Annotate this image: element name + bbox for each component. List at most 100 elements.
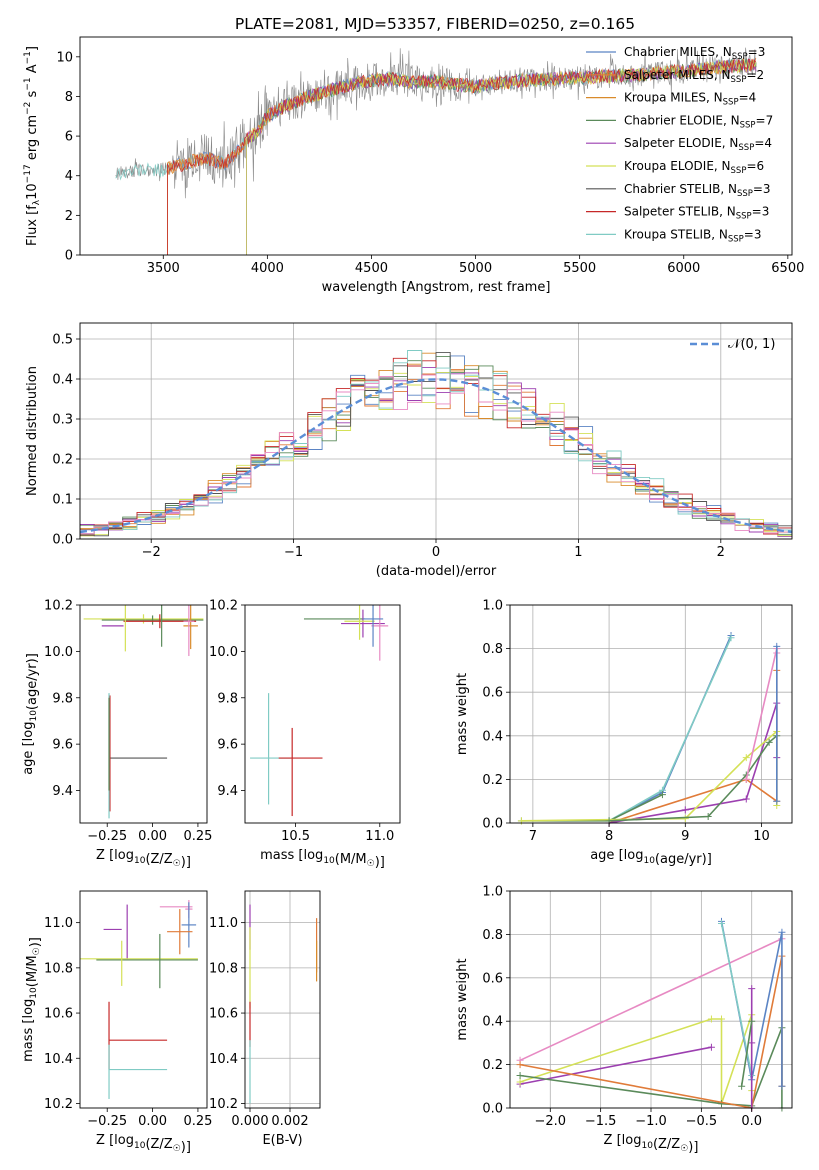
plot-area (517, 632, 781, 827)
y-tick-label: 10.8 (209, 961, 238, 976)
model-spectrum-line (246, 58, 757, 255)
data-marker (704, 812, 712, 820)
x-axis-label: mass [log10(M/M☉)] (260, 848, 385, 870)
x-axis-label: (data-model)/error (376, 564, 497, 579)
grid-lines (245, 891, 320, 1108)
model-spectrum-line (167, 58, 757, 255)
data-marker (773, 642, 781, 650)
y-tick-label: 0 (65, 249, 73, 264)
chart-residuals: −2 −1 0 1 2 0.0 0.1 0.2 0.3 0.4 0.5 (data-model)/er… (25, 322, 793, 579)
data-marker (718, 920, 725, 928)
x-tick-label: 0.00 (138, 1114, 167, 1129)
x-tick-label: 4000 (251, 261, 284, 276)
y-tick-label: 10.2 (209, 1097, 238, 1112)
chart-age_vs_mass: 10.5 11.0 9.4 9.6 9.8 10.0 10.2 mass [log10(M/M… (209, 599, 401, 870)
x-axis-label: Z [log10(Z/Z☉)] (96, 1133, 191, 1155)
y-tick-label: 6 (65, 130, 73, 145)
y-tick-label: 1.0 (482, 885, 503, 900)
x-tick-label: 0.0 (741, 1114, 762, 1129)
y-tick-label: 0.0 (482, 817, 503, 832)
data-marker (765, 738, 773, 746)
series-line (519, 1046, 712, 1085)
figure-title: PLATE=2081, MJD=53357, FIBERID=0250, z=0… (235, 15, 635, 33)
data-marker (681, 815, 689, 823)
error-bars (250, 605, 389, 817)
axes-frame (79, 604, 208, 824)
plot-area (80, 900, 198, 1099)
series-line (521, 729, 778, 822)
data-marker (516, 1061, 524, 1069)
y-axis-label: Normed distribution (25, 366, 40, 496)
series-line (519, 1014, 753, 1104)
y-tick-label: 9.4 (52, 784, 73, 799)
y-tick-label: 0.2 (482, 1058, 503, 1073)
y-tick-label: 0.6 (482, 686, 503, 701)
y-tick-label: 0.4 (482, 729, 503, 744)
x-tick-label: 0 (432, 545, 440, 560)
y-tick-label: 0.5 (52, 333, 73, 348)
x-axis-label: Z [log10(Z/Z☉)] (604, 1133, 699, 1155)
y-axis-label: mass weight (455, 958, 470, 1040)
x-axis-label: Z [log10(Z/Z☉)] (96, 848, 191, 870)
legend-entry: Kroupa MILES, NSSP=4 (624, 91, 756, 108)
y-tick-label: 9.6 (52, 738, 73, 753)
y-tick-label: 0.1 (52, 493, 73, 508)
data-marker (748, 1017, 756, 1025)
chart-mass_vs_Z: −0.25 0.00 0.25 10.2 10.4 10.6 10.8 11.0 Z [log1… (21, 890, 212, 1155)
y-tick-label: 10.0 (209, 645, 238, 660)
model-spectrum-line (167, 58, 757, 255)
data-marker (516, 1078, 524, 1086)
x-tick-label: 0.25 (183, 829, 212, 844)
y-tick-label: 10.2 (44, 1097, 73, 1112)
x-tick-label: 0.002 (271, 1114, 308, 1129)
y-tick-label: 2 (65, 209, 73, 224)
legend-entry: Salpeter ELODIE, NSSP=4 (624, 136, 772, 153)
legend-entry: Salpeter MILES, NSSP=2 (624, 68, 764, 85)
data-marker (773, 797, 781, 805)
y-tick-label: 10.6 (44, 1007, 73, 1022)
legend-entry: Chabrier STELIB, NSSP=3 (624, 182, 771, 199)
y-tick-label: 0.6 (482, 971, 503, 986)
x-axis-label: age [log10(age/yr)] (590, 848, 712, 867)
chart-age_vs_Z: −0.25 0.00 0.25 9.4 9.6 9.8 10.0 10.2 Z [log10(Z… (21, 599, 212, 871)
data-marker (727, 634, 735, 642)
model-spectrum-line (167, 58, 757, 255)
x-tick-label: −1 (284, 545, 303, 560)
y-axis-label: age [log10(age/yr)] (21, 653, 40, 775)
y-tick-label: 0.2 (52, 453, 73, 468)
legend-entry: Salpeter STELIB, NSSP=3 (624, 205, 769, 222)
plot-area (516, 917, 786, 1112)
axes-frame (509, 890, 793, 1109)
x-tick-label: 11.0 (365, 829, 394, 844)
legend-entry: 𝒩(0, 1) (728, 337, 775, 352)
histogram-line (80, 374, 792, 534)
data-marker (742, 795, 750, 803)
error-bars (249, 904, 318, 1104)
x-tick-label: 8 (605, 829, 613, 844)
x-tick-label: −0.5 (686, 1114, 718, 1129)
error-bars (80, 900, 198, 1099)
y-axis-label: mass [log10(M/M☉)] (21, 937, 43, 1062)
data-marker (738, 1082, 746, 1090)
legend-entry: Kroupa ELODIE, NSSP=6 (624, 159, 764, 176)
y-tick-label: 10.4 (44, 1052, 73, 1067)
panels: 3500 4000 4500 5000 5500 6000 65000246810wavel… (21, 36, 804, 1155)
x-tick-label: 0.000 (231, 1114, 268, 1129)
legend-entry: Chabrier MILES, NSSP=3 (624, 45, 765, 62)
y-tick-label: 9.6 (217, 738, 238, 753)
x-axis-label: wavelength [Angstrom, rest frame] (322, 280, 551, 295)
gaussian-curve (79, 378, 793, 534)
y-tick-label: 0.3 (52, 413, 73, 428)
x-tick-label: −1.5 (585, 1114, 617, 1129)
data-marker (748, 985, 756, 993)
x-tick-label: 10.5 (281, 829, 310, 844)
x-tick-label: −2.0 (534, 1114, 566, 1129)
data-marker (707, 1043, 715, 1051)
chart-mass_weight_vs_age: 7 8 9 10 0.0 0.2 0.4 0.6 0.8 1.0 age [log10(age/yr… (455, 599, 793, 867)
y-tick-label: 1.0 (482, 599, 503, 614)
data-marker (658, 791, 666, 799)
axes-frame (79, 322, 793, 540)
data-marker (742, 775, 750, 783)
data-marker (516, 1071, 524, 1079)
